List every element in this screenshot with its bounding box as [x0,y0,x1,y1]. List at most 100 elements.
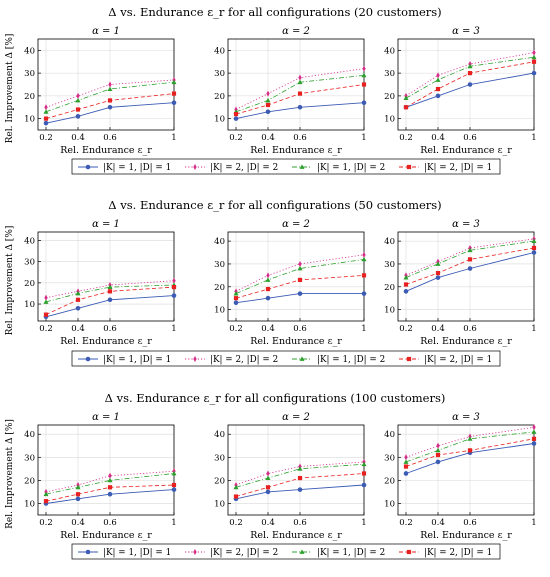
series-line [235,84,365,115]
series-line [405,438,535,467]
legend-marker [193,356,197,362]
data-point [297,265,303,271]
data-point [435,93,441,99]
chart-title: Δ vs. Endurance ε_r for all configuratio… [108,198,441,212]
data-point [467,63,473,69]
y-tick-label: 20 [24,92,35,102]
data-point [467,247,473,253]
legend-marker [193,164,197,170]
legend-marker [193,549,197,555]
legend-box [71,158,501,175]
x-tick-label: 0.2 [39,518,53,528]
y-tick-label: 20 [384,283,395,293]
data-point [435,275,441,280]
series-line [235,484,365,500]
data-point [265,102,271,108]
data-point [171,487,177,492]
data-point [43,109,49,114]
y-tick-label: 30 [214,453,225,463]
data-point [298,260,302,267]
data-point [467,448,473,453]
data-point [297,475,303,481]
chart-block-2: Δ vs. Endurance ε_r for all configuratio… [5,198,537,367]
y-tick-label: 10 [24,499,35,509]
panel-subtitle: α = 3 [452,26,480,37]
x-tick-label: 1 [171,324,176,334]
y-tick-label: 10 [24,115,35,125]
series-line [45,284,175,303]
panel-alpha-3: α = 3 10 20 30 40 0.2 0.4 0.6 1 Rel. Endurance ε_… [384,26,537,156]
x-tick-label: 0.6 [103,324,117,334]
y-tick-label: 20 [24,476,35,486]
data-point [297,487,303,492]
legend-entry: |K| = 1, |D| = 2 [317,163,385,173]
data-point [75,97,81,103]
x-tick-label: 1 [531,518,536,528]
y-tick-label: 20 [384,92,395,102]
data-point [436,442,440,449]
x-tick-label: 1 [361,518,366,528]
y-tick-label: 20 [214,283,225,293]
data-point [361,291,367,296]
panel-subtitle: α = 1 [92,219,120,230]
data-point [233,291,239,296]
data-point [265,286,271,292]
plot-area-frame [37,231,175,322]
data-point [107,104,113,110]
legend-marker [406,549,412,555]
data-point [107,477,113,483]
x-axis-label: Rel. Endurance ε_r [420,336,512,347]
legend-entry: |K| = 1, |D| = 1 [103,163,171,173]
x-tick-label: 1 [361,133,366,143]
series-line [45,280,175,299]
y-tick-label: 40 [214,237,225,247]
data-point [108,81,112,88]
x-tick-label: 0.6 [463,518,477,528]
panel-alpha-3: α = 3 10 20 30 40 0.2 0.4 0.6 1 Rel. Endurance ε_… [384,412,537,541]
legend-marker [406,164,412,170]
x-tick-label: 0.6 [293,518,307,528]
x-tick-label: 0.2 [39,133,53,143]
data-point [265,277,271,282]
series-line [405,72,535,108]
y-tick-label: 40 [214,430,225,440]
data-point [531,429,537,434]
data-point [298,74,302,81]
y-tick-label: 20 [384,476,395,486]
data-point [403,105,409,110]
plot-area-frame [397,231,535,322]
x-tick-label: 0.4 [71,324,85,334]
legend-entry: |K| = 1, |D| = 1 [103,548,171,558]
data-point [233,111,239,117]
data-point [265,295,271,301]
series-line [45,93,175,119]
data-point [403,282,409,287]
data-point [44,294,48,301]
x-tick-label: 1 [171,133,176,143]
data-point [75,107,81,112]
data-point [107,289,113,294]
data-point [532,424,536,431]
series-line [45,484,175,502]
data-point [467,266,473,271]
data-point [531,70,537,76]
series-line [235,275,365,299]
y-tick-label: 10 [24,300,35,310]
x-tick-label: 0.2 [229,518,243,528]
data-point [435,77,441,82]
y-tick-label: 30 [24,258,35,268]
data-point [233,494,239,499]
data-point [435,270,441,276]
data-point [171,79,177,85]
legend-entry: |K| = 2, |D| = 1 [424,548,492,558]
data-point [297,91,303,96]
legend-entry: |K| = 2, |D| = 1 [424,355,492,365]
data-point [107,86,113,91]
y-tick-label: 40 [214,46,225,56]
x-axis-label: Rel. Endurance ε_r [420,145,512,156]
data-point [107,491,113,497]
data-point [361,461,367,467]
y-tick-label: 30 [214,260,225,270]
data-point [531,238,537,244]
